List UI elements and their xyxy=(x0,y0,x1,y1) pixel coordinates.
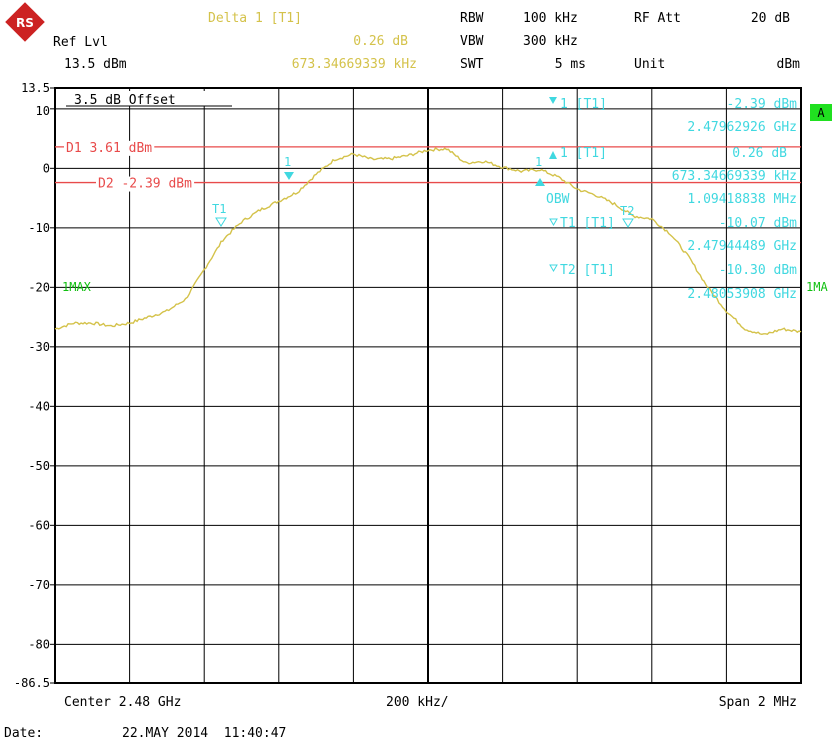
marker-panel-row-3-value: 0.26 dB xyxy=(732,146,787,161)
ref-lvl-value: 13.5 dBm xyxy=(64,57,127,72)
y-tick-label: 0 xyxy=(43,161,50,175)
y-tick-label: -50 xyxy=(28,459,50,473)
marker-panel-row-9-value: 2.48053908 GHz xyxy=(687,287,797,302)
y-tick-label: -20 xyxy=(28,280,50,294)
marker-t2: T2 xyxy=(620,204,634,228)
delta-label: Delta 1 [T1] xyxy=(208,11,302,26)
y-tick-label: -60 xyxy=(28,518,50,532)
y-tick-label: 13.5 xyxy=(21,81,50,95)
plot-area: 13.5 10 0 -10 -20 -30 -40 -50 -60 -70 -80 -86.5 3.5… xyxy=(14,81,832,690)
svg-text:1: 1 xyxy=(284,155,291,169)
unit-label: Unit xyxy=(634,57,665,72)
rs-logo-letters: RS xyxy=(16,16,34,30)
marker-1: 1 xyxy=(284,155,294,180)
plot-frame xyxy=(54,87,802,684)
a-indicator-label: A xyxy=(817,106,825,120)
trace-label-right: 1MA xyxy=(806,280,828,294)
marker-panel-row-5-value: 1.09418838 MHz xyxy=(687,192,797,207)
grid-lines xyxy=(55,88,801,683)
y-tick-label: 10 xyxy=(36,104,50,118)
marker-panel-row-6-value: -10.07 dBm xyxy=(719,216,797,231)
vbw-value: 300 kHz xyxy=(523,34,578,49)
marker-panel-row-8-label: T2 [T1] xyxy=(560,263,615,278)
rf-att-value: 20 dB xyxy=(751,11,790,26)
center-frequency: Center 2.48 GHz xyxy=(64,695,181,710)
marker-panel-row-4-value: 673.34669339 kHz xyxy=(672,169,797,184)
marker-panel-row-8-value: -10.30 dBm xyxy=(719,263,797,278)
date-label: Date: xyxy=(4,726,43,741)
svg-text:1: 1 xyxy=(535,155,542,169)
marker-panel-row-5-label: OBW xyxy=(546,192,570,207)
svg-text:T1: T1 xyxy=(212,202,226,216)
y-tick-label: -80 xyxy=(28,637,50,651)
marker-info-panel: 1 [T1] -2.39 dBm 2.47962926 GHz 1 [T1] 0… xyxy=(546,97,797,302)
y-tick-labels: 13.5 10 0 -10 -20 -30 -40 -50 -60 -70 -80 -86.5 xyxy=(14,81,55,690)
swt-value: 5 ms xyxy=(555,57,586,72)
rbw-value: 100 kHz xyxy=(523,11,578,26)
rf-att-label: RF Att xyxy=(634,11,681,26)
offset-label: 3.5 dB Offset xyxy=(74,93,176,108)
trace-1max xyxy=(54,147,802,336)
y-tick-label: -70 xyxy=(28,578,50,592)
division-label: 200 kHz/ xyxy=(386,695,449,710)
date-value: 22.MAY 2014 11:40:47 xyxy=(122,726,286,741)
d1-label: D1 3.61 dBm xyxy=(66,141,152,156)
ref-lvl-label: Ref Lvl xyxy=(53,35,108,50)
rbw-label: RBW xyxy=(460,11,484,26)
marker-panel-row-2-value: 2.47962926 GHz xyxy=(687,120,797,135)
swt-label: SWT xyxy=(460,57,484,72)
d2-label: D2 -2.39 dBm xyxy=(98,177,192,192)
svg-text:T2: T2 xyxy=(620,204,634,218)
unit-value: dBm xyxy=(777,57,801,72)
trace-label-left: 1MAX xyxy=(62,280,92,294)
y-tick-label: -30 xyxy=(28,340,50,354)
marker-1-delta: 1 xyxy=(535,155,545,186)
marker-panel-row-3-label: 1 [T1] xyxy=(560,146,607,161)
offset-box xyxy=(66,91,232,106)
rs-logo-icon: RS xyxy=(5,2,45,42)
marker-t1: T1 xyxy=(212,202,227,227)
a-indicator-box xyxy=(810,104,832,121)
y-tick-label: -40 xyxy=(28,399,50,413)
line-label-background xyxy=(96,176,195,192)
line-label-background xyxy=(64,140,155,156)
marker-panel-row-7-value: 2.47944489 GHz xyxy=(687,239,797,254)
marker-panel-row-1-value: -2.39 dBm xyxy=(727,97,798,112)
span-label: Span 2 MHz xyxy=(719,695,797,710)
vbw-label: VBW xyxy=(460,34,484,49)
y-tick-label: -86.5 xyxy=(14,676,50,690)
y-tick-label: -10 xyxy=(28,221,50,235)
marker-panel-row-6-label: T1 [T1] xyxy=(560,216,615,231)
marker-panel-row-1-label: 1 [T1] xyxy=(560,97,607,112)
delta-value-db: 0.26 dB xyxy=(353,34,408,49)
delta-value-freq: 673.34669339 kHz xyxy=(292,57,417,72)
